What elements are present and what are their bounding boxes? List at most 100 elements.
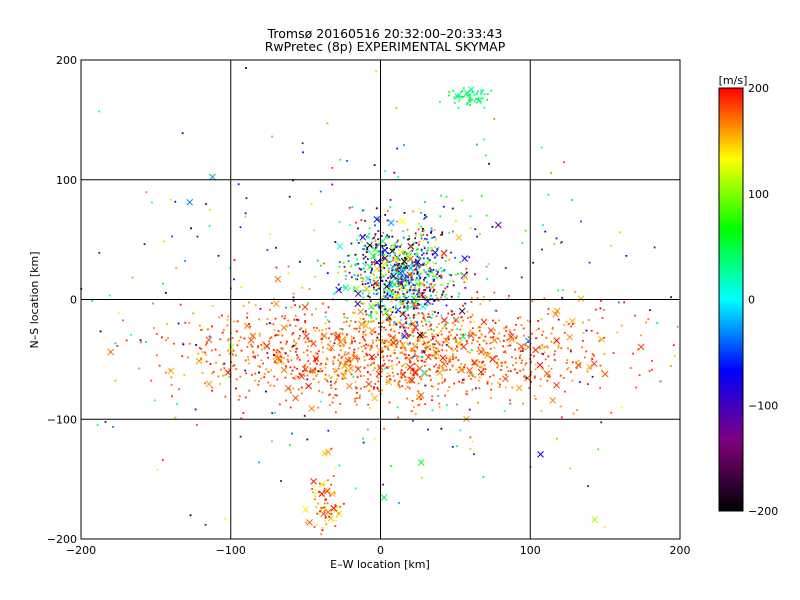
data-point (320, 510, 322, 513)
data-point (540, 410, 543, 412)
data-point (407, 238, 409, 241)
data-point (484, 335, 487, 338)
data-point (325, 327, 328, 330)
data-point (369, 348, 372, 350)
data-point (516, 335, 519, 338)
data-point (370, 268, 373, 271)
data-point (625, 254, 628, 257)
data-point (399, 268, 402, 271)
data-point (387, 314, 390, 317)
data-point (383, 267, 386, 269)
data-point (520, 362, 523, 364)
data-point (389, 308, 391, 311)
data-point (268, 322, 271, 325)
data-point (369, 289, 372, 292)
data-point (547, 355, 550, 358)
data-point (426, 281, 428, 284)
data-point (143, 243, 146, 246)
data-point (457, 272, 459, 275)
data-point (355, 327, 358, 330)
data-point (509, 331, 512, 334)
data-point (328, 327, 331, 330)
data-point (304, 341, 307, 344)
data-point (429, 325, 432, 328)
data-point (441, 270, 443, 273)
data-point (311, 371, 314, 374)
data-point (391, 371, 394, 374)
data-point (460, 272, 463, 275)
data-point (659, 380, 661, 383)
data-point (393, 349, 396, 352)
data-point (448, 358, 451, 360)
data-point (441, 256, 444, 259)
data-point (316, 352, 319, 355)
data-point-cross (549, 397, 557, 404)
data-point (462, 319, 465, 322)
data-point (244, 369, 247, 372)
data-point (331, 167, 334, 169)
data-point (411, 419, 414, 422)
data-point (245, 197, 248, 200)
data-point (386, 309, 389, 312)
data-point (375, 276, 378, 279)
data-point (476, 350, 479, 353)
data-point (386, 234, 389, 237)
data-point (334, 380, 337, 383)
data-point-cross (417, 392, 425, 399)
data-point (333, 370, 336, 373)
data-point (235, 368, 238, 371)
data-point (474, 228, 477, 231)
data-point (362, 333, 365, 336)
data-point (411, 259, 414, 262)
data-point (321, 333, 323, 336)
data-point-cross (227, 343, 235, 351)
data-point (431, 303, 434, 305)
data-point (361, 247, 364, 250)
data-point (493, 333, 495, 335)
data-point (364, 329, 367, 332)
data-point (395, 263, 398, 266)
data-point (281, 315, 284, 318)
data-point (670, 296, 672, 299)
data-point (311, 488, 313, 490)
data-point (601, 317, 604, 319)
data-point (545, 345, 548, 348)
data-point (270, 336, 273, 339)
data-point (284, 376, 287, 379)
data-point (321, 529, 324, 531)
data-point (576, 409, 578, 412)
data-point (323, 506, 326, 509)
data-point (445, 357, 448, 360)
data-point (274, 317, 277, 320)
data-point (416, 255, 419, 258)
data-point (399, 273, 401, 276)
data-point (572, 412, 575, 415)
data-point (403, 293, 406, 296)
data-point (377, 250, 380, 253)
data-point (422, 343, 425, 346)
data-point (155, 354, 158, 357)
data-point (396, 373, 399, 376)
data-point (344, 360, 347, 363)
data-point (413, 265, 415, 267)
data-point (465, 93, 467, 96)
x-tick-label-3: 100 (520, 544, 541, 557)
data-point (313, 495, 316, 498)
data-point-cross (205, 336, 213, 344)
data-point (292, 296, 295, 299)
data-point (363, 245, 366, 248)
data-point (394, 304, 397, 307)
data-point (381, 280, 384, 283)
data-point (334, 388, 337, 390)
data-point (430, 227, 433, 230)
data-point (478, 329, 481, 332)
data-point (522, 368, 525, 371)
data-point (403, 353, 406, 356)
data-point (370, 263, 373, 266)
data-point (211, 389, 214, 392)
data-point (514, 348, 516, 351)
data-point (669, 365, 672, 368)
data-point-cross (458, 307, 466, 315)
data-point (481, 318, 483, 321)
data-point (427, 329, 430, 332)
